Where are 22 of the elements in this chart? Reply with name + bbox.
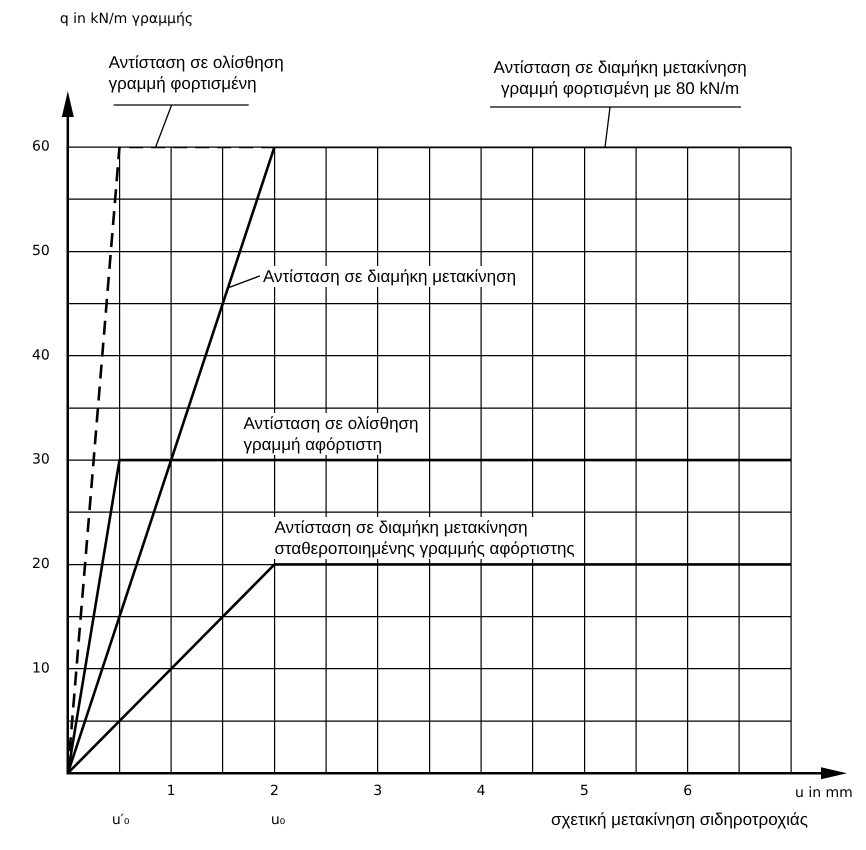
annotation: Αντίσταση σε ολίσθηση γραμμή φορτισμένη [108,52,284,94]
y-tick-label: 10 [32,660,50,676]
text: q in kN/m γραμμής [60,9,194,30]
x-axis-title: u in mm [795,783,853,804]
annotation: Αντίσταση σε διαμήκη μετακίνηση [262,266,516,287]
x-tick-label: 2 [270,783,279,800]
y-tick-label: 40 [32,347,50,364]
x-tick-label: 4 [476,783,486,800]
y-tick-label: 50 [32,243,50,260]
x-tick-label: 5 [580,783,589,800]
x-tick-label: 3 [373,783,382,800]
text: u₀ [270,810,286,832]
annotation: Αντίσταση σε διαμήκη μετακίνηση σταθεροποιημένης γραμμής αφόρτιστης [274,517,575,560]
y-tick-label: 60 [32,138,50,155]
x-tick-label: 1 [166,783,176,800]
text: u′₀ [112,810,130,832]
annotation: Αντίσταση σε ολίσθηση γραμμή αφόρτιστη [243,413,418,456]
y-tick-label: 30 [32,452,50,468]
x-tick-label: 6 [683,783,692,800]
annotation: Αντίσταση σε διαμήκη μετακίνηση γραμμή φορτισμένη με 80 kN/m [494,57,747,99]
y-tick-label: 20 [32,556,50,572]
text: σχετική μετακίνηση σιδηροτροχιάς [551,809,808,830]
